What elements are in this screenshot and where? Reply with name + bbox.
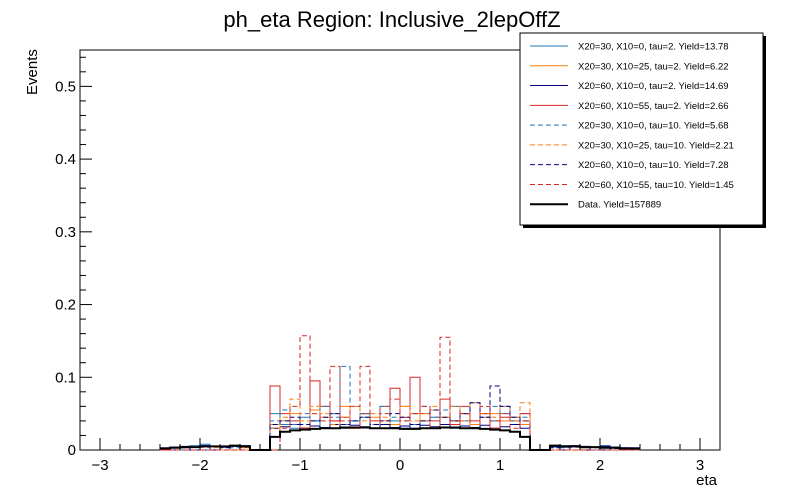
x-tick-label: 0 [396,457,404,474]
y-axis: 0 0.1 0.2 0.3 0.4 0.5 [55,56,92,459]
legend-box [519,32,764,226]
y-tick-label: 0 [68,442,76,459]
y-tick-label: 0.1 [55,369,76,386]
legend-entry: X20=30, X10=25, tau=2. Yield=6.22 [578,61,729,72]
x-tick-label: 2 [596,457,604,474]
histogram-series-7 [160,335,640,451]
series-layer [160,335,640,451]
legend-entry: X20=60, X10=0, tau=2. Yield=14.69 [578,81,729,92]
legend-entry: X20=60, X10=55, tau=10. Yield=1.45 [578,180,734,191]
x-axis-label: eta [696,472,718,489]
legend-entry: X20=30, X10=0, tau=10. Yield=5.68 [578,121,729,132]
y-axis-label: Events [24,49,41,95]
x-tick-label: 1 [496,457,504,474]
x-tick-label: 3 [696,457,704,474]
x-tick-label: −2 [191,457,208,474]
y-tick-label: 0.3 [55,224,76,241]
y-tick-label: 0.5 [55,78,76,95]
y-tick-label: 0.2 [55,297,76,314]
legend-entry: X20=60, X10=0, tau=10. Yield=7.28 [578,160,729,171]
x-tick-label: −3 [91,457,108,474]
y-tick-label: 0.4 [55,151,76,168]
x-tick-label: −1 [291,457,308,474]
chart-title: ph_eta Region: Inclusive_2lepOffZ [223,7,560,32]
legend: X20=30, X10=0, tau=2. Yield=13.78 X20=30,… [519,32,766,228]
x-axis: −3 −2 −1 0 1 2 3 [79,438,721,474]
legend-entry: X20=30, X10=0, tau=2. Yield=13.78 [578,42,729,53]
legend-entry: X20=60, X10=55, tau=2. Yield=2.66 [578,101,729,112]
legend-entry: Data. Yield=157889 [578,200,661,211]
legend-entry: X20=30, X10=25, tau=10. Yield=2.21 [578,140,734,151]
